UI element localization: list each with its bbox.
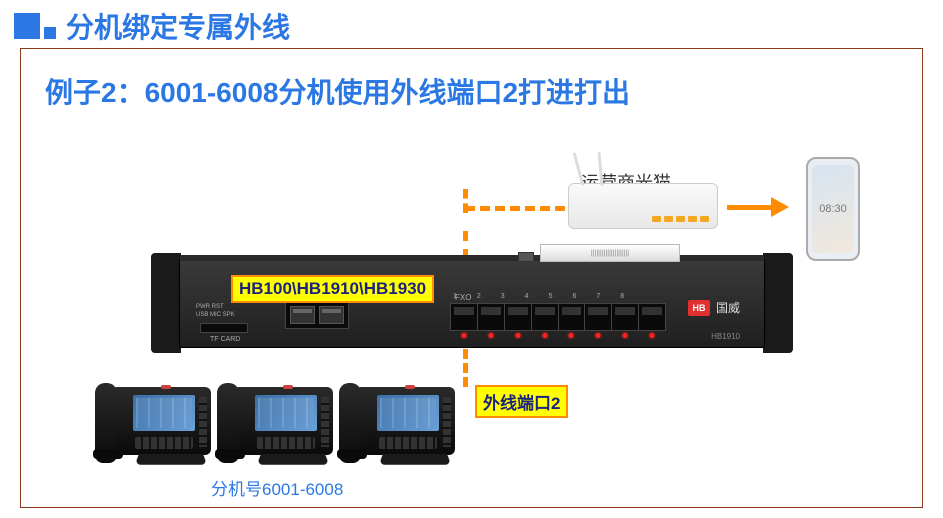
tf-card-label: TF CARD [210,336,240,343]
external-port-label: 外线端口2 [475,385,568,418]
slide-title: 分机绑定专属外线 [66,6,290,46]
pbx-lan-wan-ports-icon [285,301,349,329]
connection-line-icon [463,189,468,213]
pbx-status-labels: PWR RST USB MIC SPK [196,303,235,319]
pbx-model-label: HB1910 [711,332,740,341]
ip-phone-icon [345,387,455,455]
fxo-ports-icon [450,303,666,331]
pbx-brand-logo: HB 国威 [688,299,740,316]
brand-badge-icon: HB [688,300,710,316]
connection-line-icon [463,349,468,387]
rack-bracket-icon [151,253,181,353]
example-title: 例子2：6001-6008分机使用外线端口2打进打出 [45,71,630,111]
pbx-sticker-icon: ||||||||||||||||||||| [540,244,680,262]
brand-text: 国威 [716,299,740,316]
title-decor-large-icon [14,13,40,39]
pbx-device-icon: ||||||||||||||||||||| PWR RST USB MIC SP… [179,258,765,348]
modem-ports-icon [652,216,709,222]
smartphone-screen: 08:30 [812,165,854,253]
pbx-badge-icon [518,252,534,262]
content-frame: 例子2：6001-6008分机使用外线端口2打进打出 运营商光猫 08:30 |… [20,48,923,508]
arrow-right-icon [727,201,789,213]
title-decor-small-icon [44,27,56,39]
tf-card-slot-icon [200,323,248,333]
smartphone-icon: 08:30 [806,157,860,261]
rack-bracket-icon [763,253,793,353]
slide: 分机绑定专属外线 例子2：6001-6008分机使用外线端口2打进打出 运营商光… [0,0,943,518]
connection-line-icon [465,206,565,211]
slide-title-bar: 分机绑定专属外线 [14,6,290,46]
extensions-label: 分机号6001-6008 [211,475,343,500]
ip-phone-icon [101,387,211,455]
ip-phone-icon [223,387,333,455]
product-model-label: HB100\HB1910\HB1930 [231,275,434,303]
fxo-port-numbers: 12345678 [453,293,644,300]
isp-modem-icon [568,183,718,229]
